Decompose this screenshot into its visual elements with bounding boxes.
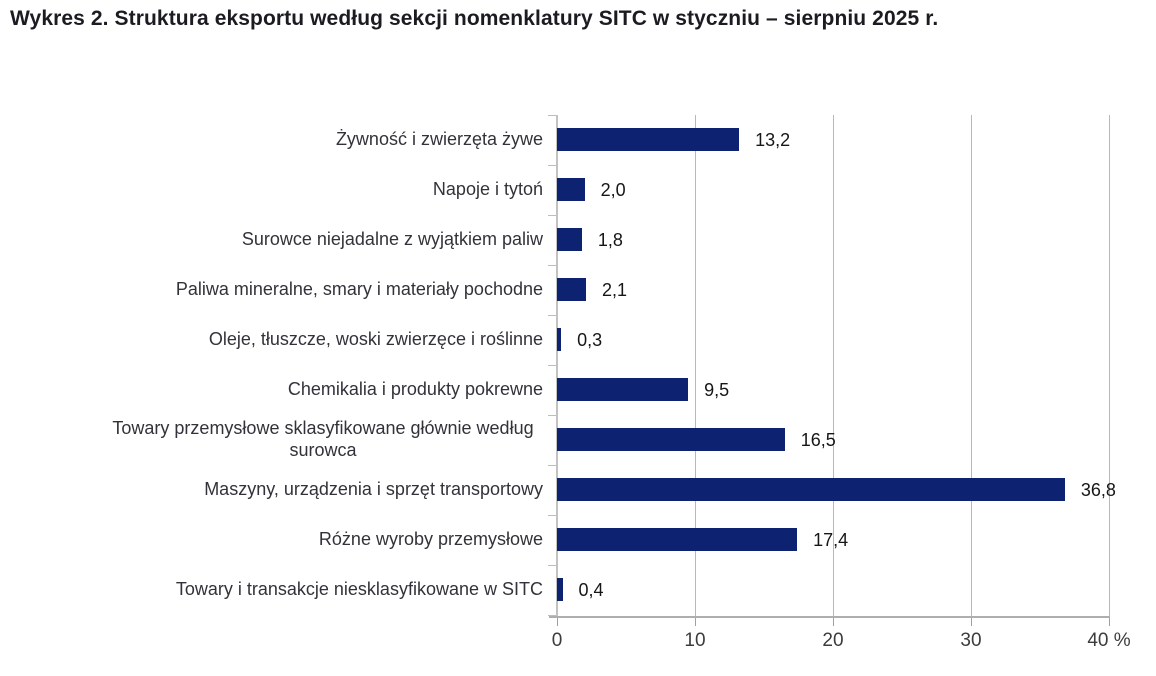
bar: [557, 428, 785, 451]
gridline: [1109, 115, 1110, 616]
bar-row: Napoje i tytoń 2,0: [0, 165, 1156, 215]
x-axis-tick: [557, 618, 558, 626]
y-axis-tick: [548, 115, 556, 116]
category-label: Żywność i zwierzęta żywe: [0, 115, 543, 165]
bar-row: Żywność i zwierzęta żywe 13,2: [0, 115, 1156, 165]
bar: [557, 378, 689, 401]
value-label: 13,2: [755, 129, 791, 150]
bar-row: Chemikalia i produkty pokrewne 9,5: [0, 365, 1156, 415]
y-axis-tick: [548, 515, 556, 516]
y-axis-tick: [548, 315, 556, 316]
y-axis-tick: [548, 165, 556, 166]
category-label: Oleje, tłuszcze, woski zwierzęce i rośli…: [0, 315, 543, 365]
value-label: 16,5: [800, 429, 836, 450]
category-label-text: Paliwa mineralne, smary i materiały poch…: [175, 279, 543, 300]
value-label: 0,4: [578, 579, 604, 600]
y-axis-tick: [548, 565, 556, 566]
category-label: Napoje i tytoń: [0, 165, 543, 215]
category-label: Paliwa mineralne, smary i materiały poch…: [0, 265, 543, 315]
category-label: Towary przemysłowe sklasyfikowane główni…: [0, 415, 543, 465]
x-axis-line: [549, 616, 1110, 618]
category-label-text: Oleje, tłuszcze, woski zwierzęce i rośli…: [208, 329, 543, 350]
category-label: Towary i transakcje niesklasyfikowane w …: [0, 565, 543, 615]
x-tick-label: 40 %: [1087, 630, 1131, 651]
y-axis-tick: [548, 215, 556, 216]
category-label-text: Towary przemysłowe sklasyfikowane główni…: [112, 418, 534, 460]
x-tick-label: 20: [822, 630, 844, 651]
gridline: [695, 115, 696, 616]
y-axis-tick: [548, 415, 556, 416]
value-label: 17,4: [813, 529, 849, 550]
category-label: Chemikalia i produkty pokrewne: [0, 365, 543, 415]
gridline: [971, 115, 972, 616]
bar-row: Surowce niejadalne z wyjątkiem paliw 1,8: [0, 215, 1156, 265]
y-axis-tick: [548, 365, 556, 366]
y-axis-tick: [548, 615, 556, 616]
bar-row: Towary przemysłowe sklasyfikowane główni…: [0, 415, 1156, 465]
category-label-text: Napoje i tytoń: [432, 179, 543, 200]
category-label-text: Różne wyroby przemysłowe: [318, 529, 543, 550]
bar-row: Oleje, tłuszcze, woski zwierzęce i rośli…: [0, 315, 1156, 365]
y-axis-line: [556, 115, 558, 616]
category-label: Różne wyroby przemysłowe: [0, 515, 543, 565]
bar-row: Różne wyroby przemysłowe 17,4: [0, 515, 1156, 565]
value-label: 2,0: [600, 179, 626, 200]
chart-title: Wykres 2. Struktura eksportu według sekc…: [10, 7, 939, 30]
x-axis-tick: [833, 618, 834, 626]
category-label: Surowce niejadalne z wyjątkiem paliw: [0, 215, 543, 265]
category-label-text: Żywność i zwierzęta żywe: [335, 129, 543, 150]
category-label-text: Maszyny, urządzenia i sprzęt transportow…: [204, 479, 543, 500]
category-label-text: Chemikalia i produkty pokrewne: [287, 379, 543, 400]
bar: [557, 128, 740, 151]
value-label: 0,3: [577, 329, 603, 350]
value-label: 36,8: [1080, 479, 1116, 500]
x-axis-tick: [971, 618, 972, 626]
gridline: [833, 115, 834, 616]
category-label-text: Towary i transakcje niesklasyfikowane w …: [175, 579, 543, 600]
bar: [557, 228, 582, 251]
bar: [557, 478, 1065, 501]
category-label-text: Surowce niejadalne z wyjątkiem paliw: [241, 229, 543, 250]
x-tick-label: 0: [551, 630, 563, 651]
bar: [557, 528, 798, 551]
bar-row: Towary i transakcje niesklasyfikowane w …: [0, 565, 1156, 615]
x-tick-label: 30: [960, 630, 982, 651]
value-label: 9,5: [704, 379, 730, 400]
bar: [557, 328, 562, 351]
bar: [557, 278, 586, 301]
value-label: 2,1: [601, 279, 627, 300]
x-tick-label: 10: [684, 630, 706, 651]
category-label: Maszyny, urządzenia i sprzęt transportow…: [0, 465, 543, 515]
x-axis-tick: [1109, 618, 1110, 626]
value-label: 1,8: [597, 229, 623, 250]
y-axis-tick: [548, 465, 556, 466]
y-axis-tick: [548, 265, 556, 266]
x-axis-tick: [695, 618, 696, 626]
bar-row: Paliwa mineralne, smary i materiały poch…: [0, 265, 1156, 315]
bar-row: Maszyny, urządzenia i sprzęt transportow…: [0, 465, 1156, 515]
bar: [557, 178, 585, 201]
bar: [557, 578, 563, 601]
